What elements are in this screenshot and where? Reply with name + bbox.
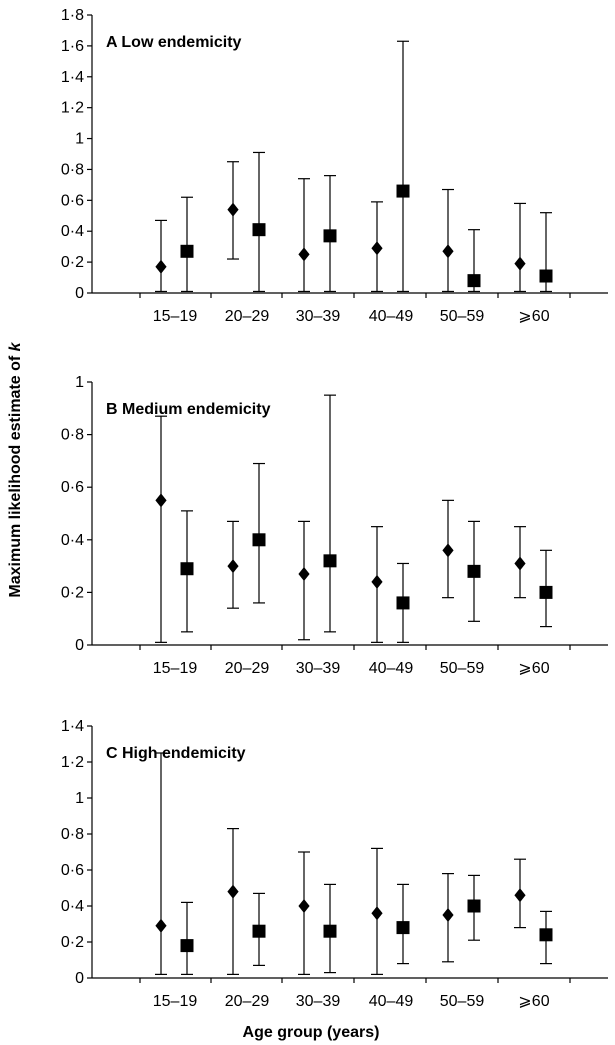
y-axis-title-variable: k: [7, 341, 24, 351]
x-tick-label: 20–29: [225, 993, 270, 1010]
square-marker: [467, 899, 481, 913]
x-tick-label: 15–19: [153, 993, 198, 1010]
diamond-marker: [298, 566, 310, 581]
y-tick-label: 1·8: [61, 7, 84, 24]
panel-title: A Low endemicity: [106, 34, 242, 51]
x-tick-label: 40–49: [369, 993, 414, 1010]
square-marker: [252, 223, 266, 237]
square-marker: [252, 533, 266, 547]
diamond-marker: [298, 899, 310, 913]
diamond-marker: [371, 906, 383, 921]
y-tick-label: 1·4: [61, 69, 84, 86]
y-tick-label: 1: [75, 374, 84, 391]
diamond-marker: [442, 543, 454, 558]
square-marker: [180, 562, 194, 576]
x-tick-label: 30–39: [296, 993, 341, 1010]
x-tick-label: 50–59: [440, 993, 485, 1010]
y-tick-label: 0: [75, 637, 84, 654]
x-tick-label: 40–49: [369, 308, 414, 325]
y-tick-label: 0: [75, 970, 84, 987]
square-marker: [539, 928, 553, 942]
square-marker: [396, 596, 410, 610]
y-tick-label: 0·4: [61, 898, 84, 915]
y-tick-label: 0·6: [61, 862, 84, 879]
y-tick-label: 1·6: [61, 38, 84, 55]
panel-c: 0 0·2 0·4 0·6 0·8 1 1·2 1·4 15–19 20–29 30–39 40–49…: [61, 718, 608, 1010]
y-tick-label: 1: [75, 131, 84, 148]
square-marker: [180, 939, 194, 953]
panels: 0 0·2 0·4 0·6 0·8 1 1·2 1·4 1·6 1·8 15–19 20–29 30–3…: [61, 7, 608, 1010]
y-tick-label: 0·8: [61, 161, 84, 178]
diamond-marker: [227, 202, 239, 217]
square-marker: [396, 921, 410, 935]
y-tick-label: 0: [75, 285, 84, 302]
y-tick-label: 1·2: [61, 754, 84, 771]
panel-a: 0 0·2 0·4 0·6 0·8 1 1·2 1·4 1·6 1·8 15–19 20–29 30–3…: [61, 7, 608, 325]
panel-title: B Medium endemicity: [106, 401, 271, 418]
x-tick-label: 15–19: [153, 308, 198, 325]
diamond-marker: [514, 256, 526, 271]
y-tick-label: 0·2: [61, 934, 84, 951]
panel-title: C High endemicity: [106, 745, 246, 762]
square-marker: [252, 924, 266, 938]
diamond-marker: [227, 559, 239, 574]
y-axis-title: Maximum likelihood estimate of k: [7, 341, 24, 597]
diamond-marker: [514, 888, 526, 903]
x-tick-label: 40–49: [369, 660, 414, 677]
x-tick-label: 15–19: [153, 660, 198, 677]
y-tick-label: 0·4: [61, 532, 84, 549]
x-tick-label: 50–59: [440, 660, 485, 677]
diamond-marker: [442, 908, 454, 922]
diamond-marker: [155, 493, 167, 508]
diamond-marker: [155, 259, 167, 274]
x-tick-label: 50–59: [440, 308, 485, 325]
x-tick-label: 20–29: [225, 660, 270, 677]
square-marker: [180, 244, 194, 258]
square-marker: [396, 184, 410, 198]
square-marker: [323, 554, 337, 568]
diamond-marker: [227, 884, 239, 899]
panel-b: 0 0·2 0·4 0·6 0·8 1 15–19 20–29 30–39 40–49 50–59 ⩾…: [61, 374, 608, 677]
y-tick-label: 0·8: [61, 826, 84, 843]
y-tick-label: 1: [75, 790, 84, 807]
x-tick-label: 30–39: [296, 308, 341, 325]
square-marker: [467, 274, 481, 288]
y-tick-label: 1·4: [61, 718, 84, 735]
x-tick-label: ⩾60: [518, 308, 549, 325]
diamond-marker: [155, 918, 167, 933]
diamond-marker: [514, 556, 526, 571]
y-tick-label: 0·2: [61, 254, 84, 271]
x-tick-label: ⩾60: [518, 993, 549, 1010]
y-tick-label: 0·2: [61, 584, 84, 601]
x-tick-label: 30–39: [296, 660, 341, 677]
diamond-marker: [371, 574, 383, 589]
square-marker: [467, 564, 481, 578]
diamond-marker: [442, 244, 454, 259]
square-marker: [323, 924, 337, 938]
x-tick-label: ⩾60: [518, 660, 549, 677]
y-axis-title-prefix: Maximum likelihood estimate of: [7, 351, 24, 597]
diamond-marker: [371, 241, 383, 256]
y-tick-label: 0·8: [61, 427, 84, 444]
diamond-marker: [298, 247, 310, 262]
y-tick-label: 1·2: [61, 100, 84, 117]
x-axis-title: Age group (years): [243, 1024, 380, 1041]
square-marker: [539, 269, 553, 283]
y-tick-label: 0·6: [61, 479, 84, 496]
square-marker: [539, 585, 553, 599]
y-tick-label: 0·4: [61, 223, 84, 240]
square-marker: [323, 229, 337, 243]
x-tick-label: 20–29: [225, 308, 270, 325]
y-tick-label: 0·6: [61, 192, 84, 209]
